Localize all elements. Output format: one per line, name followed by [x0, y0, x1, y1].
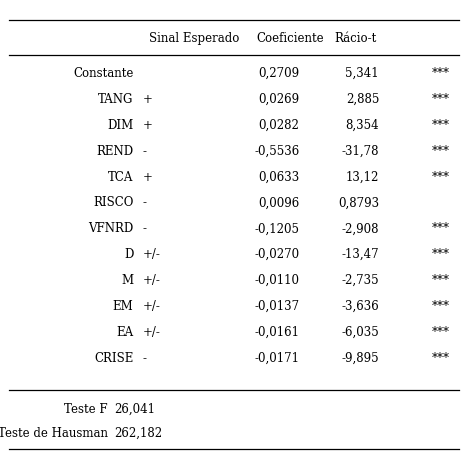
- Text: EM: EM: [113, 300, 133, 313]
- Text: +/-: +/-: [143, 300, 161, 313]
- Text: ***: ***: [431, 300, 449, 313]
- Text: Coeficiente: Coeficiente: [256, 32, 324, 45]
- Text: ***: ***: [431, 222, 449, 235]
- Text: +: +: [143, 93, 153, 106]
- Text: ***: ***: [431, 248, 449, 261]
- Text: 13,12: 13,12: [346, 171, 379, 183]
- Text: -13,47: -13,47: [342, 248, 379, 261]
- Text: REND: REND: [96, 145, 133, 158]
- Text: ***: ***: [431, 145, 449, 158]
- Text: +/-: +/-: [143, 274, 161, 287]
- Text: 0,0633: 0,0633: [258, 171, 300, 183]
- Text: M: M: [121, 274, 133, 287]
- Text: -2,908: -2,908: [342, 222, 379, 235]
- Text: -0,0110: -0,0110: [255, 274, 300, 287]
- Text: -6,035: -6,035: [341, 326, 379, 339]
- Text: -0,0137: -0,0137: [255, 300, 300, 313]
- Text: Constante: Constante: [73, 67, 133, 80]
- Text: Teste F: Teste F: [64, 403, 108, 416]
- Text: 2,885: 2,885: [346, 93, 379, 106]
- Text: -: -: [143, 145, 147, 158]
- Text: -0,0171: -0,0171: [255, 352, 300, 365]
- Text: EA: EA: [116, 326, 133, 339]
- Text: ***: ***: [431, 171, 449, 183]
- Text: 26,041: 26,041: [115, 403, 156, 416]
- Text: -0,1205: -0,1205: [255, 222, 300, 235]
- Text: Teste de Hausman: Teste de Hausman: [0, 427, 108, 440]
- Text: TCA: TCA: [108, 171, 133, 183]
- Text: 8,354: 8,354: [345, 119, 379, 132]
- Text: ***: ***: [431, 274, 449, 287]
- Text: D: D: [124, 248, 133, 261]
- Text: ***: ***: [431, 352, 449, 365]
- Text: +/-: +/-: [143, 326, 161, 339]
- Text: 0,0282: 0,0282: [259, 119, 300, 132]
- Text: ***: ***: [431, 326, 449, 339]
- Text: 0,0096: 0,0096: [258, 197, 300, 209]
- Text: ***: ***: [431, 67, 449, 80]
- Text: -3,636: -3,636: [341, 300, 379, 313]
- Text: +: +: [143, 119, 153, 132]
- Text: -2,735: -2,735: [342, 274, 379, 287]
- Text: CRISE: CRISE: [94, 352, 133, 365]
- Text: -9,895: -9,895: [342, 352, 379, 365]
- Text: Rácio-t: Rácio-t: [335, 32, 377, 45]
- Text: ***: ***: [431, 119, 449, 132]
- Text: VFNRD: VFNRD: [88, 222, 133, 235]
- Text: -0,5536: -0,5536: [254, 145, 300, 158]
- Text: 5,341: 5,341: [345, 67, 379, 80]
- Text: TANG: TANG: [98, 93, 133, 106]
- Text: 0,8793: 0,8793: [338, 197, 379, 209]
- Text: +/-: +/-: [143, 248, 161, 261]
- Text: DIM: DIM: [107, 119, 133, 132]
- Text: 0,0269: 0,0269: [258, 93, 300, 106]
- Text: -31,78: -31,78: [342, 145, 379, 158]
- Text: ***: ***: [431, 93, 449, 106]
- Text: -: -: [143, 352, 147, 365]
- Text: -: -: [143, 197, 147, 209]
- Text: RISCO: RISCO: [93, 197, 133, 209]
- Text: +: +: [143, 171, 153, 183]
- Text: -0,0270: -0,0270: [255, 248, 300, 261]
- Text: -0,0161: -0,0161: [255, 326, 300, 339]
- Text: 0,2709: 0,2709: [258, 67, 300, 80]
- Text: 262,182: 262,182: [115, 427, 163, 440]
- Text: -: -: [143, 222, 147, 235]
- Text: Sinal Esperado: Sinal Esperado: [149, 32, 240, 45]
